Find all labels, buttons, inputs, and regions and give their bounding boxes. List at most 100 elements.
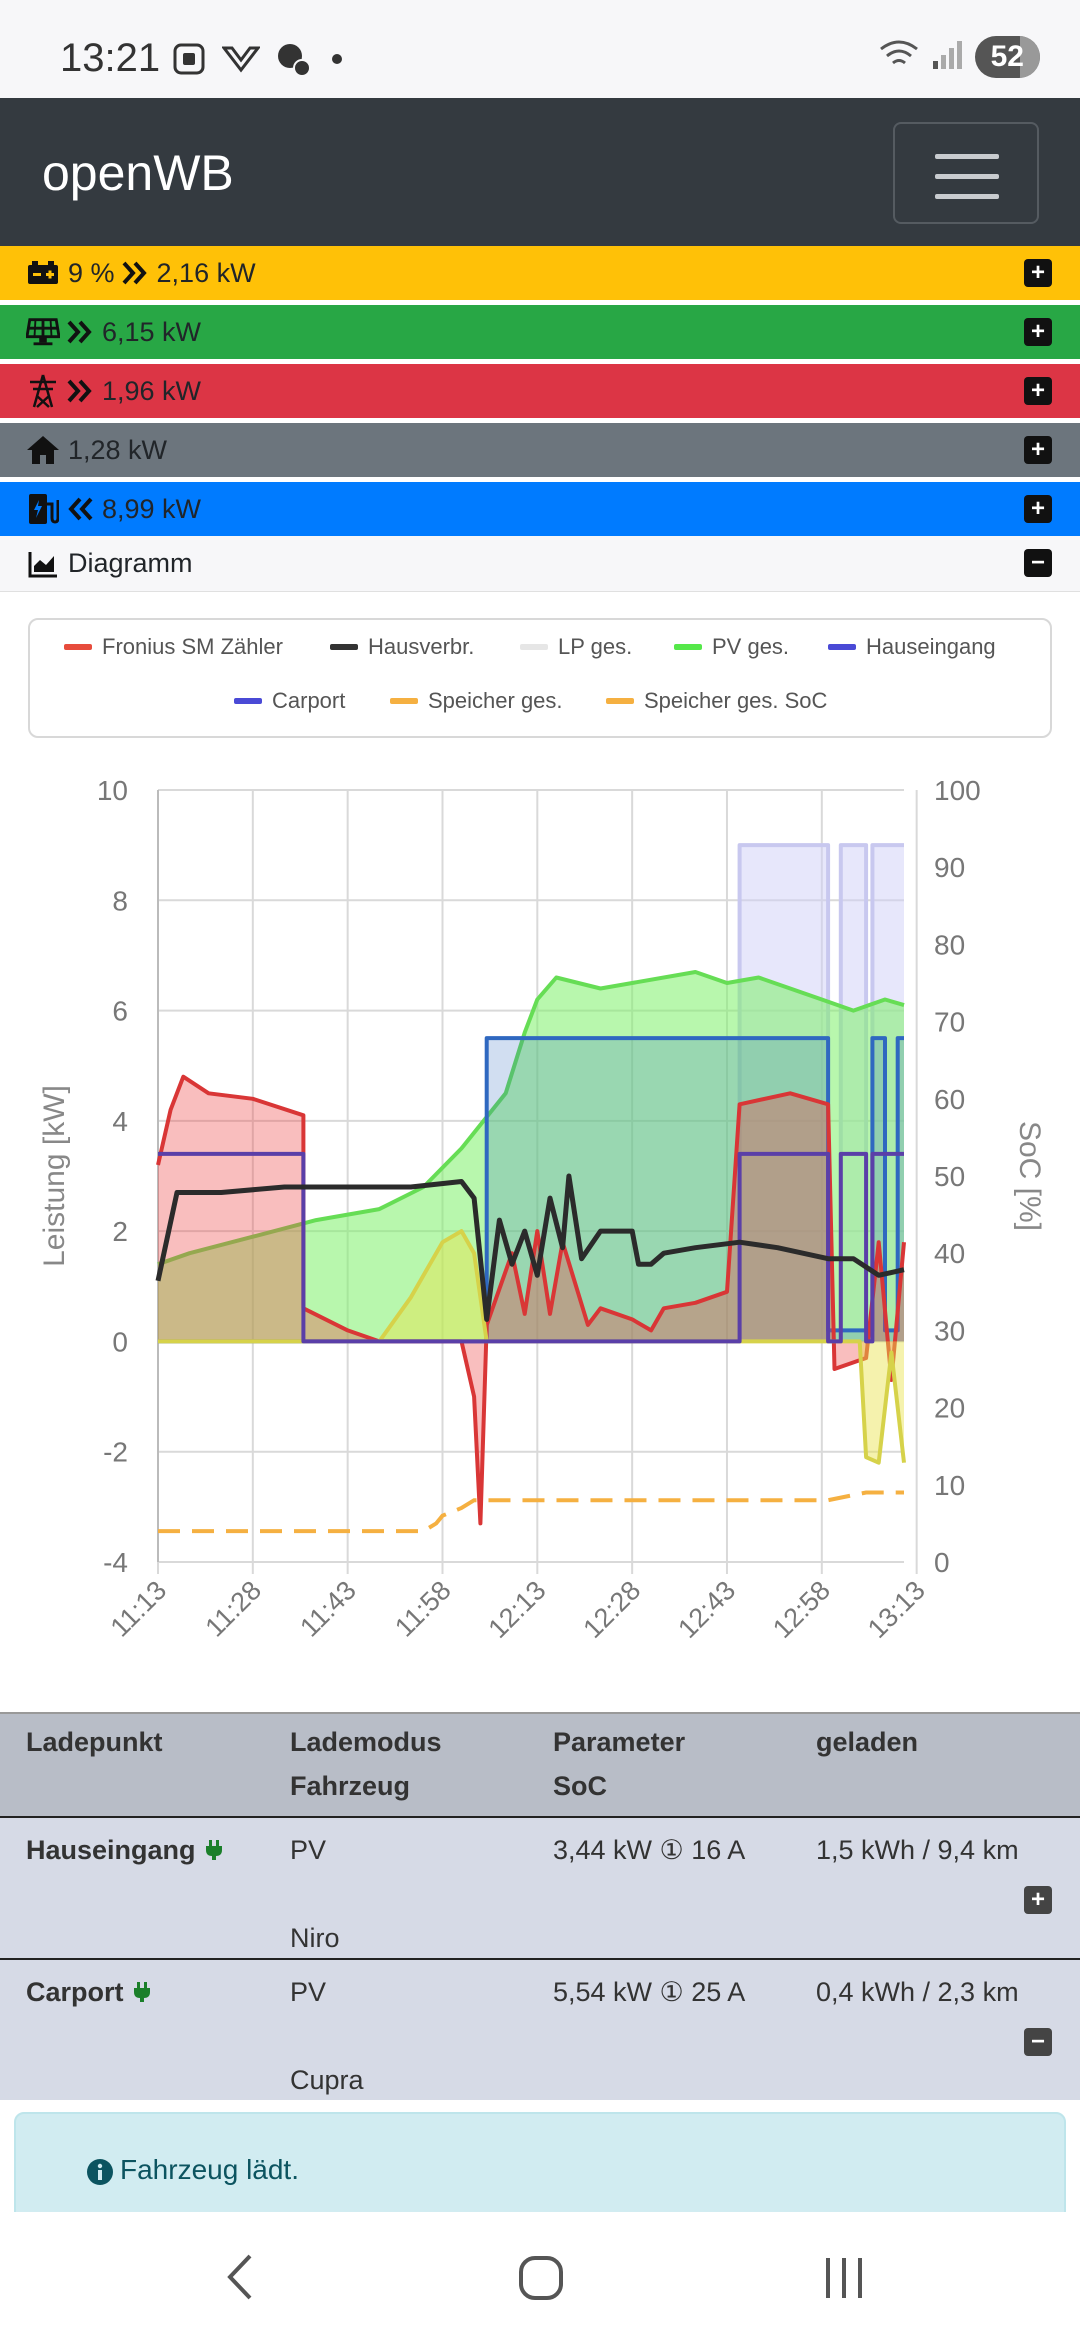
col-fahrzeug: Fahrzeug	[290, 1771, 411, 1801]
area-chart-icon	[26, 547, 60, 581]
signal-icon	[931, 39, 963, 76]
y2-axis-label: SoC [%]	[1013, 1121, 1046, 1231]
y2-tick-label: 60	[934, 1084, 965, 1115]
house-status-row[interactable]: 1,28 kW +	[0, 423, 1080, 477]
chart-legend: Fronius SM Zähler Hausverbr. LP ges. PV …	[28, 618, 1052, 738]
pv-status-row[interactable]: 6,15 kW +	[0, 305, 1080, 359]
y2-tick-label: 70	[934, 1007, 965, 1038]
battery-soc: 9 %	[68, 257, 115, 288]
grid-status-row[interactable]: 1,96 kW +	[0, 364, 1080, 418]
y2-tick-label: 50	[934, 1161, 965, 1192]
charged-energy: 0,4 kWh / 2,3 km	[816, 1977, 1019, 2007]
double-chevron-left-icon	[66, 496, 94, 522]
double-chevron-right-icon	[66, 319, 94, 345]
house-power: 1,28 kW	[68, 434, 168, 465]
charge-parameter: 5,54 kW ① 25 A	[553, 1977, 746, 2007]
series-area	[158, 1038, 904, 1342]
table-row[interactable]: Hauseingang PV Niro 3,44 kW ① 16 A 1,5 k…	[0, 1816, 1080, 1958]
y2-tick-label: 90	[934, 852, 965, 883]
cupra-logo-icon	[222, 40, 260, 78]
x-tick-label: 12:13	[483, 1575, 552, 1644]
legend-item[interactable]: Carport	[234, 688, 345, 714]
app-title[interactable]: openWB	[42, 145, 234, 201]
charging-power: 8,99 kW	[102, 493, 202, 524]
battery-power: 2,16 kW	[156, 257, 256, 288]
house-icon	[26, 433, 60, 467]
charging-status-row[interactable]: 8,99 kW +	[0, 482, 1080, 536]
soc-line	[158, 1490, 904, 1534]
y-tick-label: -4	[103, 1547, 128, 1578]
android-navigation-bar	[0, 2212, 1080, 2340]
x-tick-label: 11:13	[105, 1575, 173, 1643]
double-chevron-right-icon	[121, 260, 149, 286]
clock: 13:21	[60, 36, 161, 80]
hamburger-icon	[935, 154, 999, 214]
info-icon	[87, 2159, 113, 2185]
expand-button[interactable]: +	[1024, 436, 1052, 464]
legend-item[interactable]: LP ges.	[520, 634, 632, 660]
collapse-button[interactable]: −	[1024, 2028, 1052, 2056]
table-row[interactable]: Carport PV Cupra 5,54 kW ① 25 A 0,4 kWh …	[0, 1958, 1080, 2100]
y2-tick-label: 40	[934, 1238, 965, 1269]
legend-item[interactable]: Hauseingang	[828, 634, 996, 660]
solar-panel-icon	[26, 315, 60, 349]
plug-icon	[133, 1982, 150, 2002]
collapse-button[interactable]: −	[1024, 549, 1052, 577]
series-area	[158, 1076, 904, 1524]
expand-button[interactable]: +	[1024, 318, 1052, 346]
grid-power: 1,96 kW	[102, 375, 202, 406]
charge-parameter: 3,44 kW ① 16 A	[553, 1835, 746, 1865]
home-icon[interactable]	[518, 2252, 564, 2302]
y2-tick-label: 10	[934, 1470, 965, 1501]
series-line	[157, 970, 905, 1267]
series-line	[155, 1173, 905, 1322]
col-soc: SoC	[553, 1771, 607, 1801]
y-tick-label: 0	[112, 1326, 128, 1357]
charge-mode[interactable]: PV	[290, 1977, 327, 2007]
back-icon[interactable]	[222, 2252, 258, 2302]
battery-indicator: 52	[974, 36, 1040, 78]
recent-apps-icon[interactable]	[822, 2252, 866, 2302]
charge-mode[interactable]: PV	[290, 1835, 327, 1865]
diagram-header-row[interactable]: Diagramm −	[0, 536, 1080, 592]
expand-button[interactable]: +	[1024, 259, 1052, 287]
legend-item[interactable]: Fronius SM Zähler	[64, 634, 283, 660]
series-area	[158, 972, 904, 1342]
y-tick-label: 4	[112, 1106, 128, 1137]
charging-alert: Fahrzeug lädt.	[14, 2112, 1066, 2222]
legend-item[interactable]: Hausverbr.	[330, 634, 474, 660]
y2-tick-label: 30	[934, 1315, 965, 1346]
chargepoint-name: Hauseingang	[26, 1828, 224, 1872]
series-line	[158, 1151, 904, 1344]
expand-button[interactable]: +	[1024, 495, 1052, 523]
y-tick-label: 10	[97, 775, 128, 806]
x-tick-label: 12:58	[767, 1575, 836, 1644]
expand-button[interactable]: +	[1024, 377, 1052, 405]
x-tick-label: 13:13	[862, 1575, 931, 1644]
legend-item[interactable]: PV ges.	[674, 634, 789, 660]
alert-text: Fahrzeug lädt.	[120, 2154, 299, 2185]
expand-button[interactable]: +	[1024, 1886, 1052, 1914]
system-status-bar: 13:21 52	[0, 0, 1080, 98]
pv-power: 6,15 kW	[102, 316, 202, 347]
charging-station-icon	[26, 492, 60, 526]
battery-icon	[26, 256, 60, 290]
system-indicators: 52	[879, 36, 1040, 78]
y-tick-label: 6	[112, 996, 128, 1027]
x-tick-label: 12:28	[577, 1575, 646, 1644]
col-lademodus: Lademodus	[290, 1727, 442, 1757]
legend-item[interactable]: Speicher ges.	[390, 688, 563, 714]
table-header: Ladepunkt Lademodus Fahrzeug Parameter S…	[0, 1712, 1080, 1816]
y-tick-label: -2	[103, 1437, 128, 1468]
menu-toggle-button[interactable]	[893, 122, 1039, 224]
x-tick-label: 11:28	[200, 1575, 268, 1643]
legend-item[interactable]: Speicher ges. SoC	[606, 688, 827, 714]
diagram-label: Diagramm	[68, 548, 193, 578]
col-ladepunkt: Ladepunkt	[26, 1727, 163, 1757]
y2-tick-label: 0	[934, 1547, 950, 1578]
battery-status-row[interactable]: 9 % 2,16 kW +	[0, 246, 1080, 300]
screenshot-icon	[170, 40, 208, 78]
y2-tick-label: 20	[934, 1393, 965, 1424]
y-axis-label: Leistung [kW]	[38, 1085, 71, 1267]
